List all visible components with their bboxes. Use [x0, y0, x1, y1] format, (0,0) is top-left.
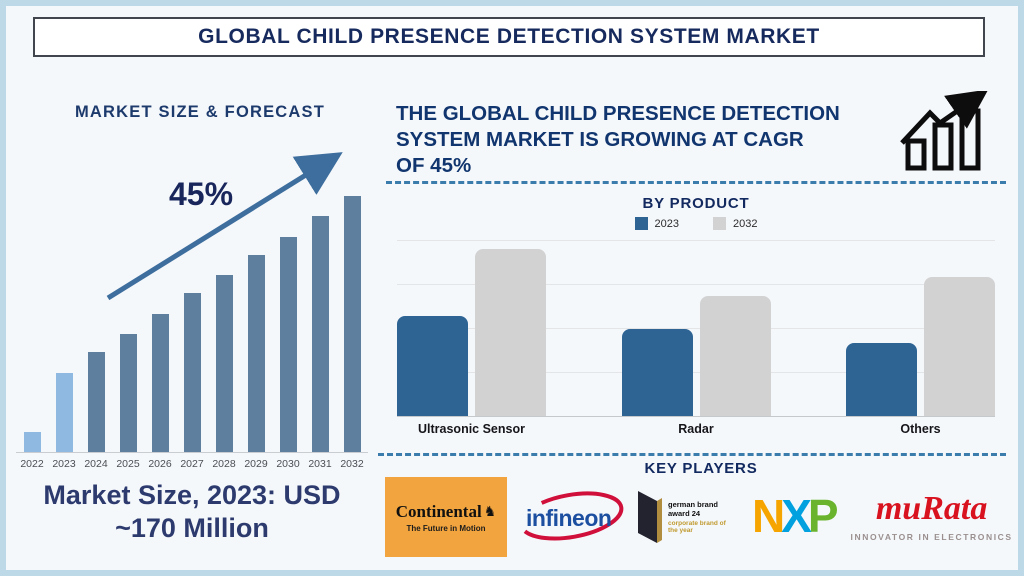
key-players-logos: Continental ♞ The Future in Motion infin…: [385, 477, 1013, 557]
caption-line-1: Market Size, 2023: USD: [43, 480, 341, 510]
gba-book-icon: [638, 491, 662, 543]
product-bar-2023-1: [621, 329, 693, 416]
market-size-caption: Market Size, 2023: USD ~170 Million: [12, 479, 372, 545]
forecast-bar-col-2031: [304, 196, 336, 452]
forecast-x-label-2022: 2022: [20, 458, 44, 470]
cagr-heading-line-1: THE GLOBAL CHILD PRESENCE DETECTION: [396, 102, 840, 125]
caption-line-2: ~170 Million: [115, 512, 269, 543]
legend-item-2023: 2023: [634, 217, 679, 230]
forecast-bar-col-2023: [48, 196, 80, 452]
page-title-box: GLOBAL CHILD PRESENCE DETECTION SYSTEM M…: [33, 17, 985, 57]
gba-subtitle: corporate brand of the year: [668, 519, 726, 534]
product-bar-2032-1: [699, 296, 771, 416]
murata-logo: muRata INNOVATOR IN ELECTRONICS: [846, 490, 1018, 543]
forecast-bar-2023: [55, 373, 73, 452]
forecast-bar-col-2026: [144, 196, 176, 452]
forecast-bar-2026: [151, 314, 169, 452]
gba-title: german brand award 24: [668, 499, 719, 518]
forecast-x-label-2029: 2029: [244, 458, 268, 470]
product-x-label-0: Ultrasonic Sensor: [418, 422, 525, 436]
key-players-title: KEY PLAYERS: [644, 460, 758, 477]
forecast-x-label-2023: 2023: [52, 458, 76, 470]
nxp-letter-P: P: [807, 490, 839, 543]
forecast-bar-2024: [87, 352, 105, 452]
forecast-bar-col-2022: [16, 196, 48, 452]
continental-logo: Continental ♞ The Future in Motion: [385, 477, 507, 557]
product-group-0: [397, 240, 546, 416]
forecast-x-label-2025: 2025: [116, 458, 140, 470]
continental-wordmark-row: Continental ♞: [396, 502, 497, 522]
forecast-bar-col-2025: [112, 196, 144, 452]
infineon-logo: infineon: [516, 488, 628, 546]
forecast-x-label-2030: 2030: [276, 458, 300, 470]
forecast-bar-2029: [247, 255, 265, 452]
forecast-bar-2022: [23, 432, 41, 452]
trend-arrow-icon: [106, 152, 343, 301]
product-group-1: [621, 240, 771, 416]
forecast-x-label-2026: 2026: [148, 458, 172, 470]
forecast-bar-col-2028: [208, 196, 240, 452]
forecast-bar-col-2024: [80, 196, 112, 452]
dashed-divider-bottom: [378, 453, 1006, 456]
infineon-wordmark: infineon: [526, 505, 612, 531]
legend-swatch-2023: [634, 217, 648, 230]
forecast-chart-title: MARKET SIZE & FORECAST: [74, 103, 326, 121]
forecast-bar-col-2027: [176, 196, 208, 452]
german-brand-award-logo: german brand award 24 corporate brand of…: [637, 488, 741, 546]
forecast-bar-col-2032: [336, 196, 368, 452]
forecast-bar-2030: [279, 237, 297, 452]
continental-tagline: The Future in Motion: [406, 523, 486, 533]
product-legend: 2023 2032: [396, 217, 996, 230]
page-title: GLOBAL CHILD PRESENCE DETECTION SYSTEM M…: [198, 25, 820, 48]
forecast-bar-2028: [215, 275, 233, 452]
product-group-2: [846, 240, 995, 416]
forecast-bar-col-2029: [240, 196, 272, 452]
forecast-x-label-2028: 2028: [212, 458, 236, 470]
legend-swatch-2032: [713, 217, 726, 230]
dashed-divider-top: [386, 181, 1006, 184]
product-x-label-2: Others: [900, 422, 941, 436]
product-bars: [397, 240, 995, 417]
legend-label-2023: 2023: [654, 217, 679, 230]
cagr-heading: THE GLOBAL CHILD PRESENCE DETECTION SYST…: [396, 101, 911, 179]
nxp-letter-X: X: [781, 490, 812, 543]
product-bar-2032-2: [924, 277, 995, 416]
forecast-x-label-2024: 2024: [84, 458, 108, 470]
nxp-letter-N: N: [752, 490, 785, 543]
gba-text-block: german brand award 24 corporate brand of…: [668, 500, 730, 535]
growth-chart-icon: [900, 91, 989, 171]
forecast-x-label-2032: 2032: [340, 458, 364, 470]
forecast-x-labels: 2022 2023 2024 2025 2026 2027 2028 2029 2030 2031…: [16, 458, 368, 470]
forecast-x-label-2031: 2031: [308, 458, 332, 470]
product-bar-2032-0: [475, 249, 546, 416]
infineon-swoosh-icon: [518, 491, 624, 541]
product-x-labels: Ultrasonic Sensor Radar Others: [397, 422, 995, 436]
forecast-bars: [16, 196, 368, 453]
murata-wordmark: muRata: [875, 490, 988, 527]
continental-wordmark: Continental: [395, 501, 482, 521]
cagr-heading-line-2: SYSTEM MARKET IS GROWING AT CAGR: [396, 128, 804, 151]
forecast-bar-2031: [311, 216, 329, 452]
forecast-bar-2027: [183, 293, 201, 452]
murata-tagline: INNOVATOR IN ELECTRONICS: [850, 532, 1013, 542]
product-x-label-1: Radar: [678, 422, 714, 436]
product-bar-2023-2: [846, 343, 917, 416]
forecast-x-label-2027: 2027: [180, 458, 204, 470]
product-bar-2023-0: [397, 316, 468, 416]
legend-label-2032: 2032: [733, 217, 758, 230]
continental-horse-icon: ♞: [483, 503, 497, 519]
forecast-bar-col-2030: [272, 196, 304, 452]
cagr-heading-line-3: OF 45%: [396, 154, 472, 177]
cagr-annotation: 45%: [168, 176, 234, 212]
by-product-title: BY PRODUCT: [642, 195, 750, 212]
forecast-bar-2025: [119, 334, 137, 452]
legend-item-2032: 2032: [713, 217, 757, 230]
forecast-bar-2032: [343, 196, 361, 452]
